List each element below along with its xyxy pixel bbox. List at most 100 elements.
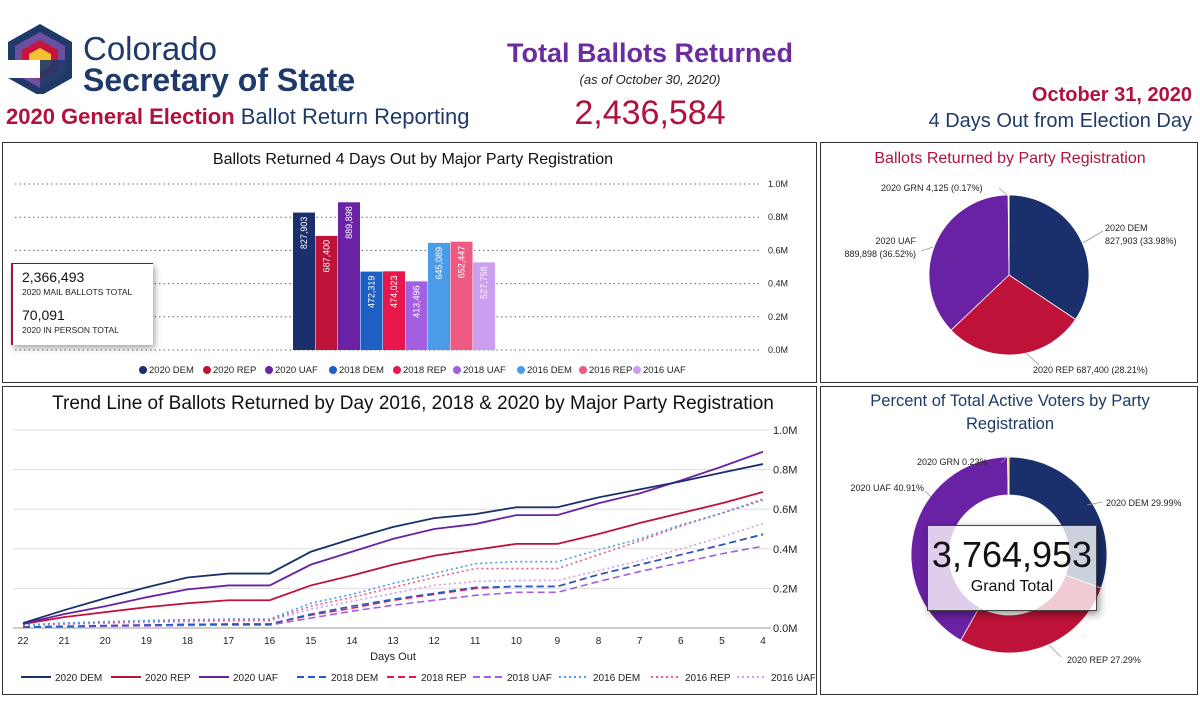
donut-label-dem: 2020 DEM 29.99%	[1106, 498, 1182, 508]
legend-marker-2018-rep	[393, 366, 401, 374]
inperson-label: 2020 IN PERSON TOTAL	[22, 325, 119, 335]
grand-total-value: 3,764,953	[931, 534, 1093, 575]
line-y-tick-label: 0.0M	[773, 623, 797, 635]
line-x-tick-label: 8	[596, 636, 602, 647]
bar-2018-rep	[383, 271, 405, 350]
line-series-2018-dem	[22, 533, 764, 628]
legend-marker-2016-dem	[517, 366, 525, 374]
line-x-tick-label: 21	[59, 636, 71, 647]
donut-chart-title-line2: Registration	[966, 415, 1054, 433]
donut-chart-panel: Percent of Total Active Voters by Party R…	[820, 386, 1198, 695]
pie-leader-line	[1082, 230, 1104, 244]
bar-data-label: 413,496	[412, 285, 422, 318]
bar-data-label: 687,400	[322, 240, 332, 273]
bar-2020-rep	[315, 235, 338, 350]
donut-leader-line	[924, 490, 932, 498]
donut-leader-line	[1086, 501, 1104, 506]
legend-marker-2018-dem	[329, 366, 337, 374]
line-legend-label: 2018 DEM	[331, 673, 378, 684]
line-y-tick-label: 0.4M	[773, 544, 797, 556]
page-subtitle: 2020 General Election Ballot Return Repo…	[6, 104, 469, 130]
line-legend-label: 2016 DEM	[593, 673, 640, 684]
line-legend-label: 2016 UAF	[771, 673, 815, 684]
line-x-tick-label: 13	[387, 636, 399, 647]
line-x-tick-label: 12	[429, 636, 441, 647]
bar-y-tick-label: 0.8M	[768, 212, 788, 222]
bar-legend-label: 2020 DEM	[149, 365, 194, 376]
subtitle-election: 2020 General Election	[6, 104, 235, 129]
pie-label-grn: 2020 GRN 4,125 (0.17%)	[881, 183, 983, 193]
line-legend-label: 2016 REP	[685, 673, 731, 684]
donut-slice-2020-grn	[1007, 456, 1010, 496]
bar-chart-title: Ballots Returned 4 Days Out by Major Par…	[213, 151, 613, 168]
logo-tm: TM	[336, 86, 347, 93]
pie-chart-panel: Ballots Returned by Party Registration 20…	[820, 142, 1198, 383]
inperson-value: 70,091	[22, 307, 65, 323]
line-x-tick-label: 6	[678, 636, 684, 647]
legend-marker-2016-rep	[579, 366, 587, 374]
line-x-tick-label: 14	[346, 636, 358, 647]
line-series-2018-rep	[22, 533, 764, 628]
line-y-tick-label: 1.0M	[773, 425, 797, 437]
line-x-tick-label: 11	[470, 636, 481, 647]
line-x-tick-label: 10	[511, 636, 523, 647]
bar-2016-uaf	[473, 262, 495, 350]
pie-slice-2020-uaf	[928, 194, 1010, 331]
bar-legend-label: 2018 REP	[403, 365, 446, 376]
line-y-tick-label: 0.2M	[773, 583, 797, 595]
legend-marker-2020-dem	[139, 366, 147, 374]
line-series-2020-dem	[22, 463, 764, 624]
line-legend-label: 2020 DEM	[55, 673, 102, 684]
total-ballots-value: 2,436,584	[574, 94, 726, 132]
line-x-tick-label: 7	[637, 636, 643, 647]
bar-2020-dem	[293, 212, 315, 350]
line-x-axis-label: Days Out	[370, 651, 416, 663]
line-x-tick-label: 20	[100, 636, 112, 647]
bar-chart: Ballots Returned 4 Days Out by Major Par…	[15, 151, 788, 376]
line-legend-label: 2018 REP	[421, 673, 467, 684]
bar-data-label: 652,447	[457, 246, 467, 279]
line-x-tick-label: 17	[223, 636, 235, 647]
colorado-logo-icon	[8, 24, 72, 94]
donut-label-uaf: 2020 UAF 40.91%	[850, 483, 924, 493]
line-series-2020-uaf	[22, 450, 764, 625]
bar-2016-rep	[450, 241, 473, 350]
line-x-tick-label: 22	[17, 636, 29, 647]
days-out: 4 Days Out from Election Day	[928, 110, 1192, 132]
line-legend-label: 2018 UAF	[507, 673, 552, 684]
legend-marker-2020-uaf	[265, 366, 273, 374]
line-y-tick-label: 0.6M	[773, 504, 797, 516]
legend-marker-2016-uaf	[633, 366, 641, 374]
donut-leader-line	[1000, 456, 1008, 464]
line-series-2020-rep	[22, 491, 764, 625]
bar-2018-uaf	[405, 281, 428, 350]
line-chart-panel: Trend Line of Ballots Returned by Day 20…	[2, 386, 817, 695]
line-chart: Trend Line of Ballots Returned by Day 20…	[13, 393, 815, 684]
bar-data-label: 827,903	[299, 217, 309, 250]
line-series-2018-uaf	[22, 545, 764, 629]
pie-label-dem-value: 827,903 (33.98%)	[1105, 236, 1177, 246]
bar-y-tick-label: 0.6M	[768, 245, 788, 255]
bar-legend-label: 2016 DEM	[527, 365, 572, 376]
bar-legend-label: 2020 REP	[213, 365, 256, 376]
bar-2018-dem	[360, 271, 383, 350]
line-x-tick-label: 15	[305, 636, 317, 647]
line-x-tick-label: 5	[719, 636, 725, 647]
pie-leader-line	[998, 187, 1008, 196]
line-series-2016-dem	[22, 499, 764, 626]
legend-marker-2018-uaf	[453, 366, 461, 374]
bar-y-tick-label: 0.0M	[768, 345, 788, 355]
bar-data-label: 527,758	[479, 266, 489, 299]
grand-total-label: Grand Total	[970, 578, 1054, 595]
bar-data-label: 472,319	[367, 276, 377, 309]
pie-leader-line	[1025, 352, 1040, 366]
bar-legend-label: 2016 REP	[589, 365, 632, 376]
pie-label-rep: 2020 REP 687,400 (28.21%)	[1033, 365, 1148, 375]
mail-ballots-value: 2,366,493	[22, 269, 85, 285]
bar-y-tick-label: 0.2M	[768, 312, 788, 322]
logo-line2: Secretary of State	[83, 62, 356, 98]
bar-data-label: 474,023	[389, 275, 399, 308]
subtitle-reporting: Ballot Return Reporting	[240, 104, 470, 129]
bar-legend-label: 2018 UAF	[463, 365, 506, 376]
pie-label-uaf: 2020 UAF	[875, 236, 916, 246]
